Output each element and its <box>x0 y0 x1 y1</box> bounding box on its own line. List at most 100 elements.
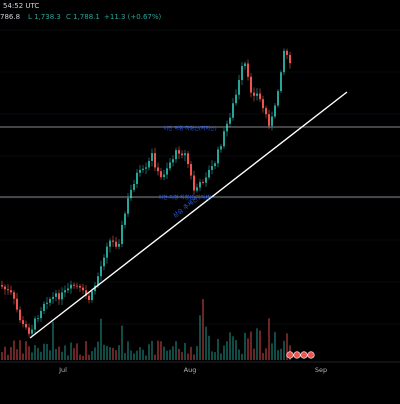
ohlc-header: 54:52 UTC <box>0 0 400 12</box>
volume-bar <box>70 342 72 360</box>
lower-level-label: 이전 저항 하향선(지지선) <box>158 194 211 201</box>
volume-bar <box>1 352 3 360</box>
volume-bar <box>37 348 39 360</box>
ohlc-low: L 1,738.3 <box>28 13 61 21</box>
volume-bar <box>271 343 273 360</box>
candle-body <box>124 213 126 225</box>
candle-body <box>166 168 168 175</box>
candle-body <box>181 153 183 156</box>
volume-bar <box>82 355 84 360</box>
candle-body <box>73 284 75 286</box>
volume-bar <box>181 352 183 360</box>
candle-body <box>199 182 201 188</box>
candle-body <box>226 123 228 132</box>
trendline[interactable] <box>29 91 348 339</box>
volume-bar <box>61 351 63 360</box>
volume-bar <box>205 326 207 360</box>
candle-body <box>22 320 24 325</box>
candle-body <box>7 289 9 291</box>
volume-bar <box>286 333 288 360</box>
volume-bar <box>31 352 33 360</box>
volume-bar <box>172 346 174 360</box>
clock-readout: 54:52 UTC <box>3 2 40 10</box>
volume-bar <box>160 341 162 360</box>
volume-bars <box>1 299 291 360</box>
volume-bar <box>16 349 18 360</box>
volume-bar <box>199 315 201 360</box>
volume-bar <box>187 353 189 360</box>
candle-body <box>145 167 147 169</box>
candle-body <box>247 63 249 77</box>
candle-body <box>217 149 219 164</box>
x-tick-sep: Sep <box>315 366 327 374</box>
volume-bar <box>52 321 54 360</box>
volume-bar <box>55 348 57 360</box>
volume-bar <box>190 346 192 360</box>
candle-body <box>280 72 282 92</box>
candle-body <box>49 298 51 303</box>
candle-body <box>121 224 123 244</box>
event-marker-1[interactable] <box>286 351 294 359</box>
candle-body <box>79 285 81 288</box>
candle-body <box>4 286 6 290</box>
volume-bar <box>202 299 204 360</box>
volume-bar <box>163 346 165 360</box>
ohlc-fragment: 786.8 <box>0 13 21 21</box>
candle-body <box>244 63 246 66</box>
volume-bar <box>262 353 264 360</box>
candle-body <box>202 182 204 183</box>
volume-bar <box>43 343 45 360</box>
candle-body <box>193 175 195 191</box>
candle-body <box>16 298 18 310</box>
volume-bar <box>277 350 279 360</box>
volume-bar <box>139 347 141 360</box>
volume-bar <box>169 349 171 360</box>
candle-body <box>19 309 21 321</box>
volume-bar <box>250 331 252 360</box>
volume-bar <box>127 341 129 360</box>
event-marker-3[interactable] <box>300 351 308 359</box>
event-markers[interactable] <box>286 351 315 359</box>
candle-body <box>76 285 78 287</box>
volume-bar <box>97 341 99 360</box>
volume-bar <box>166 350 168 360</box>
candle-body <box>133 184 135 190</box>
volume-bar <box>145 355 147 360</box>
candle-body <box>274 105 276 117</box>
candle-body <box>271 116 273 126</box>
candle-body <box>265 108 267 115</box>
candle-body <box>55 293 57 297</box>
x-tick-aug: Aug <box>184 366 197 374</box>
ohlc-close: C 1,788.1 <box>66 13 100 21</box>
candle-body <box>229 117 231 124</box>
candle-body <box>187 153 189 165</box>
volume-bar <box>91 351 93 360</box>
ohlc-values: 786.8 L 1,738.3 C 1,788.1 +11.3 (+0.67%) <box>0 11 400 23</box>
candle-body <box>88 295 90 300</box>
upper-level-label: 이전 저항 하향선(지지선) <box>163 125 216 132</box>
candle-body <box>283 50 285 73</box>
volume-bar <box>79 354 81 360</box>
volume-bar <box>109 347 111 360</box>
volume-bar <box>280 348 282 360</box>
candle-body <box>13 292 15 299</box>
candle-body <box>148 160 150 168</box>
candle-body <box>115 241 117 247</box>
ohlc-change: +11.3 (+0.67%) <box>104 13 162 21</box>
candle-body <box>211 166 213 170</box>
candle-body <box>223 131 225 147</box>
volume-bar <box>40 351 42 360</box>
volume-bar <box>121 325 123 360</box>
candle-body <box>151 153 153 161</box>
candle-body <box>85 290 87 296</box>
volume-bar <box>208 335 210 360</box>
event-marker-4[interactable] <box>307 351 315 359</box>
volume-bar <box>178 348 180 360</box>
candle-body <box>127 198 129 214</box>
volume-bar <box>274 332 276 360</box>
volume-bar <box>256 328 258 360</box>
candle-body <box>256 93 258 96</box>
event-marker-2[interactable] <box>293 351 301 359</box>
